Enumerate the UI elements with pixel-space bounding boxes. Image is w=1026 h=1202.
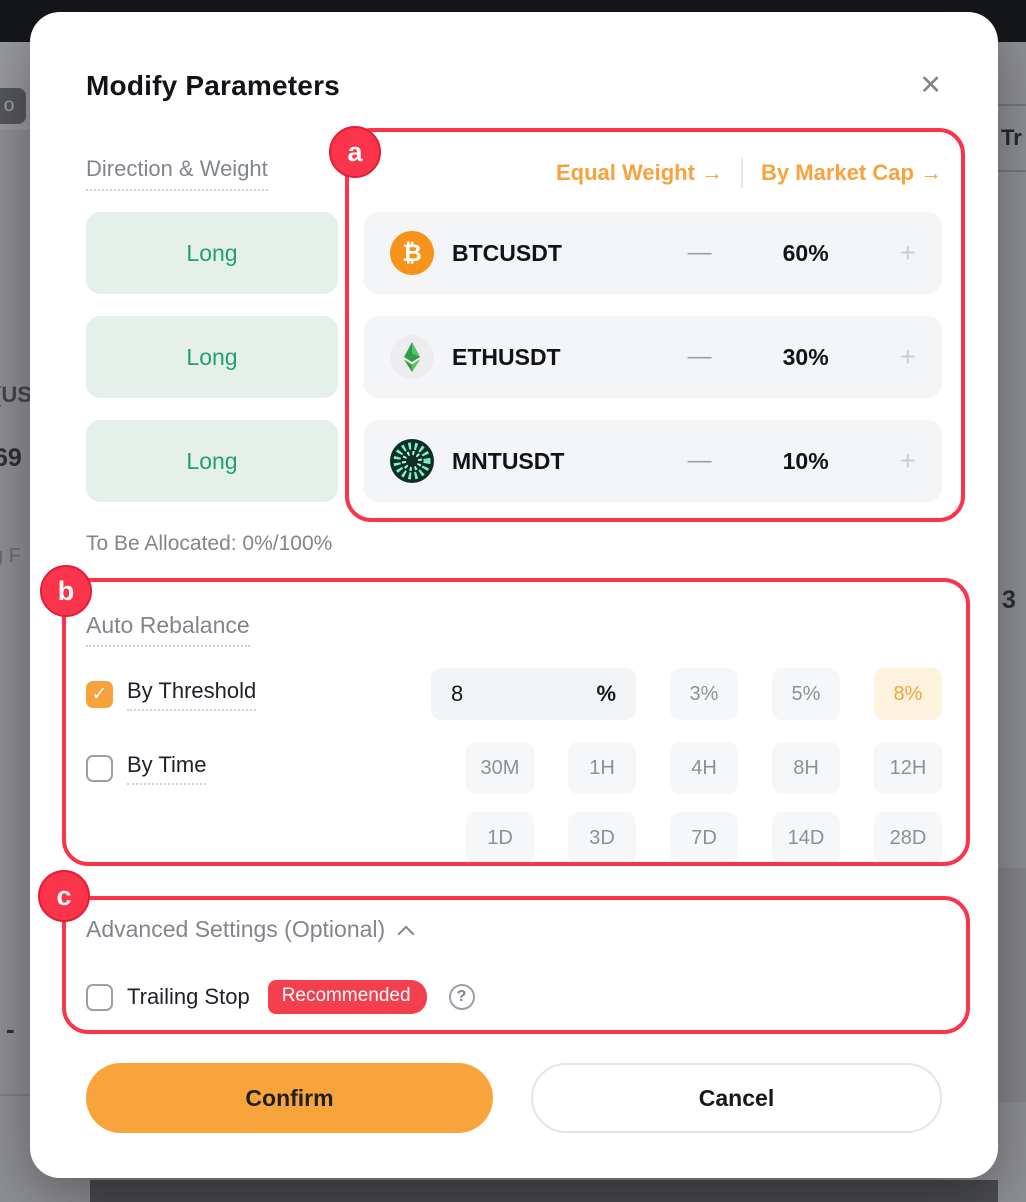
preset-5pct-button[interactable]: 5% (772, 668, 840, 720)
preset-7d-button[interactable]: 7D (670, 812, 738, 864)
asset-symbol: MNTUSDT (452, 447, 565, 474)
preset-8pct-button[interactable]: 8% (874, 668, 942, 720)
by-time-row: By Time 30M 1H 4H 8H 12H (86, 742, 942, 794)
preset-14d-button[interactable]: 14D (772, 812, 840, 864)
background-text: (US (0, 382, 32, 407)
plus-button[interactable]: + (899, 341, 916, 372)
trailing-stop-row: Trailing Stop Recommended ? (86, 980, 942, 1014)
preset-3d-button[interactable]: 3D (568, 812, 636, 864)
cancel-button[interactable]: Cancel (531, 1063, 942, 1133)
background-divider (0, 1094, 30, 1096)
asset-weight-value: 60% (782, 239, 829, 266)
equal-weight-link[interactable]: Equal Weight → (556, 160, 724, 185)
link-divider (741, 158, 744, 188)
preset-1d-button[interactable]: 1D (466, 812, 534, 864)
dialog-header: Modify Parameters ✕ (86, 70, 942, 104)
asset-weight-value: 30% (782, 343, 829, 370)
close-icon[interactable]: ✕ (919, 70, 942, 100)
asset-symbol: ETHUSDT (452, 343, 561, 370)
direction-button-btc[interactable]: Long (86, 212, 338, 294)
direction-button-mnt[interactable]: Long (86, 420, 338, 502)
asset-row: Long ETHUSDT — 30% + (86, 316, 942, 398)
threshold-value: 8 (451, 681, 464, 706)
weight-row-eth: ETHUSDT — 30% + (364, 316, 942, 398)
asset-weight-value: 10% (782, 447, 829, 474)
by-time-label: By Time (127, 752, 207, 785)
background-text: 3 (1002, 586, 1016, 614)
by-time-checkbox[interactable] (86, 754, 113, 782)
direction-button-eth[interactable]: Long (86, 316, 338, 398)
btc-icon: ₿ (390, 231, 434, 275)
check-icon: ✓ (91, 683, 108, 705)
direction-weight-label: Direction & Weight (86, 156, 268, 191)
dialog-title: Modify Parameters (86, 70, 340, 101)
auto-rebalance-heading: Auto Rebalance (86, 612, 942, 647)
preset-4h-button[interactable]: 4H (670, 742, 738, 794)
plus-button[interactable]: + (899, 237, 916, 268)
minus-button[interactable]: — (687, 239, 712, 266)
recommended-badge: Recommended (267, 980, 427, 1014)
by-time-row-2: 1D 3D 7D 14D 28D (86, 812, 942, 864)
background-chip: o (0, 88, 26, 124)
trailing-stop-checkbox[interactable] (86, 983, 113, 1011)
background-text: - (6, 1014, 15, 1044)
svg-text:₿: ₿ (402, 239, 422, 267)
asset-row: Long ₿ BTCUSDT — 60% + (86, 212, 942, 294)
help-icon[interactable]: ? (448, 984, 475, 1010)
chevron-up-icon (399, 924, 415, 940)
background-stripe (998, 868, 1026, 1102)
by-threshold-checkbox[interactable]: ✓ (86, 680, 113, 708)
by-market-cap-link[interactable]: By Market Cap → (761, 160, 942, 185)
background-tab: Tr (997, 104, 1026, 172)
dialog-actions: Confirm Cancel (86, 1063, 942, 1133)
auto-rebalance-label: Auto Rebalance (86, 612, 250, 647)
by-threshold-label: By Threshold (127, 678, 257, 711)
preset-30m-button[interactable]: 30M (466, 742, 534, 794)
preset-1h-button[interactable]: 1H (568, 742, 636, 794)
threshold-unit: % (596, 681, 616, 706)
advanced-settings-label: Advanced Settings (Optional) (86, 915, 386, 942)
preset-3pct-button[interactable]: 3% (670, 668, 738, 720)
trailing-stop-label: Trailing Stop (127, 984, 250, 1009)
minus-button[interactable]: — (687, 447, 712, 474)
by-threshold-row: ✓ By Threshold 8 % 3% 5% 8% (86, 668, 942, 720)
preset-8h-button[interactable]: 8H (772, 742, 840, 794)
plus-button[interactable]: + (899, 445, 916, 476)
background-text: g F (0, 545, 21, 567)
modify-parameters-dialog: Modify Parameters ✕ Direction & Weight E… (30, 12, 998, 1178)
confirm-button[interactable]: Confirm (86, 1063, 493, 1133)
background-text: 69 (0, 444, 22, 472)
eth-icon (390, 335, 434, 379)
asset-row: Long MNTUSDT — 10% + (86, 420, 942, 502)
advanced-settings-toggle[interactable]: Advanced Settings (Optional) (86, 914, 942, 944)
to-be-allocated-label: To Be Allocated: 0%/100% (86, 532, 333, 555)
direction-weight-row: Direction & Weight Equal Weight → By Mar… (86, 156, 942, 191)
threshold-input[interactable]: 8 % (431, 668, 636, 720)
background-stripe (90, 1180, 998, 1202)
preset-12h-button[interactable]: 12H (874, 742, 942, 794)
weight-row-mnt: MNTUSDT — 10% + (364, 420, 942, 502)
mnt-icon (390, 439, 434, 483)
minus-button[interactable]: — (687, 343, 712, 370)
preset-28d-button[interactable]: 28D (874, 812, 942, 864)
asset-symbol: BTCUSDT (452, 239, 562, 266)
weight-row-btc: ₿ BTCUSDT — 60% + (364, 212, 942, 294)
